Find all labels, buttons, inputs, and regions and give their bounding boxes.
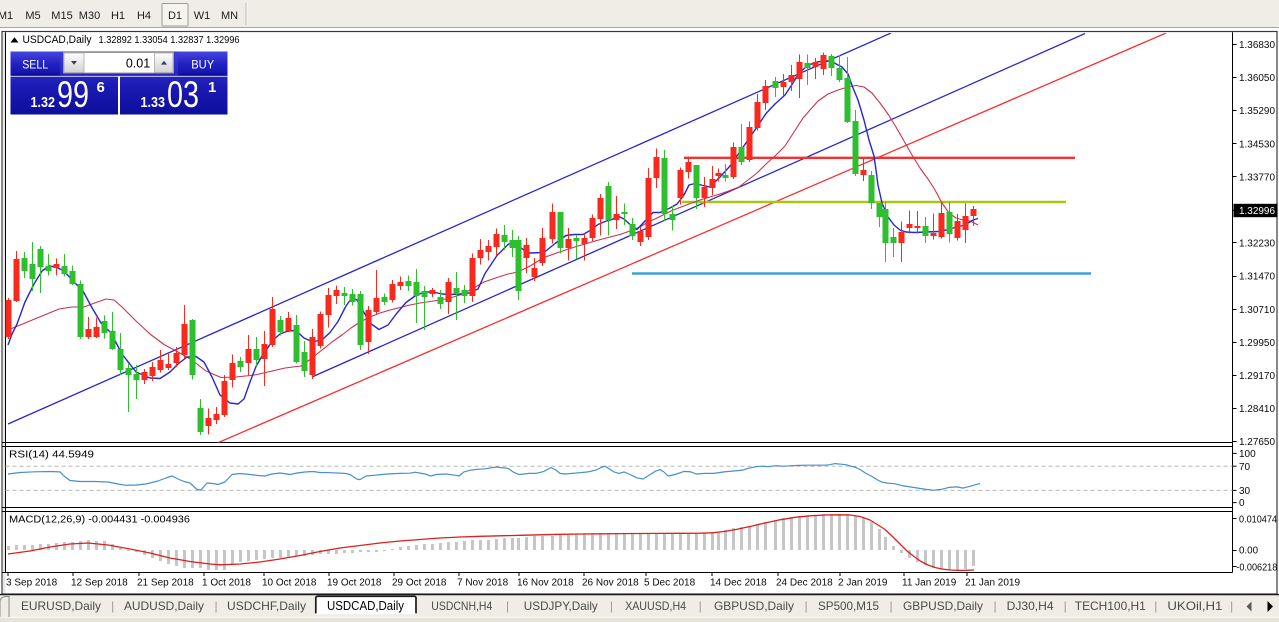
svg-text:03: 03 <box>167 74 199 115</box>
svg-text:2 Jan 2019: 2 Jan 2019 <box>838 578 888 589</box>
svg-text:USDCAD,Daily: USDCAD,Daily <box>327 598 404 613</box>
svg-text:5 Dec 2018: 5 Dec 2018 <box>644 578 696 589</box>
svg-text:SP500,M15: SP500,M15 <box>818 599 879 613</box>
svg-text:W1: W1 <box>194 10 211 22</box>
svg-text:0.010474: 0.010474 <box>1239 514 1277 525</box>
svg-text:MACD(12,26,9) -0.004431 -0.004: MACD(12,26,9) -0.004431 -0.004936 <box>9 514 190 526</box>
svg-text:AUDUSD,Daily: AUDUSD,Daily <box>124 599 204 613</box>
svg-text:XAUUSD,H4: XAUUSD,H4 <box>625 599 686 613</box>
svg-text:7 Nov 2018: 7 Nov 2018 <box>457 578 509 589</box>
svg-text:RSI(14) 44.5949: RSI(14) 44.5949 <box>9 449 94 461</box>
svg-text:10 Oct 2018: 10 Oct 2018 <box>262 578 317 589</box>
svg-text:3 Sep 2018: 3 Sep 2018 <box>6 578 58 589</box>
svg-text:SELL: SELL <box>22 59 49 71</box>
svg-text:0.01: 0.01 <box>126 56 150 70</box>
svg-text:100: 100 <box>1239 449 1256 460</box>
svg-text:1.32230: 1.32230 <box>1239 239 1275 250</box>
svg-text:|: | <box>699 599 702 613</box>
svg-text:|: | <box>1064 599 1067 613</box>
svg-text:M1: M1 <box>0 10 13 22</box>
svg-text:1.32996: 1.32996 <box>1239 206 1275 217</box>
svg-text:11 Jan 2019: 11 Jan 2019 <box>902 578 957 589</box>
svg-text:1.31470: 1.31470 <box>1239 272 1275 283</box>
svg-text:1.36830: 1.36830 <box>1239 40 1275 51</box>
svg-text:1.32892 1.33054 1.32837 1.3299: 1.32892 1.33054 1.32837 1.32996 <box>99 34 240 46</box>
svg-text:|: | <box>506 599 509 613</box>
svg-text:USDCHF,Daily: USDCHF,Daily <box>227 599 306 613</box>
svg-text:H4: H4 <box>137 10 151 22</box>
svg-text:BUY: BUY <box>191 59 214 71</box>
svg-text:70: 70 <box>1239 462 1251 473</box>
svg-text:|: | <box>1230 599 1233 613</box>
svg-text:1 Oct 2018: 1 Oct 2018 <box>202 578 251 589</box>
svg-text:30: 30 <box>1239 486 1251 497</box>
svg-text:1.29170: 1.29170 <box>1239 371 1275 382</box>
svg-text:16 Nov 2018: 16 Nov 2018 <box>517 578 574 589</box>
svg-text:M15: M15 <box>51 10 72 22</box>
svg-text:1.34530: 1.34530 <box>1239 139 1275 150</box>
svg-text:1.30710: 1.30710 <box>1239 305 1275 316</box>
svg-text:14 Dec 2018: 14 Dec 2018 <box>710 578 767 589</box>
svg-text:|: | <box>804 599 807 613</box>
svg-text:12 Sep 2018: 12 Sep 2018 <box>71 578 128 589</box>
svg-text:UKOil,H1: UKOil,H1 <box>1167 599 1222 613</box>
svg-text:1.35290: 1.35290 <box>1239 106 1275 117</box>
svg-text:|: | <box>111 599 114 613</box>
svg-text:1.28410: 1.28410 <box>1239 404 1275 415</box>
svg-text:H1: H1 <box>111 10 125 22</box>
svg-text:1: 1 <box>208 79 216 96</box>
svg-text:M30: M30 <box>79 10 100 22</box>
svg-text:|: | <box>993 599 996 613</box>
svg-text:0: 0 <box>1239 498 1245 509</box>
svg-text:24 Dec 2018: 24 Dec 2018 <box>776 578 833 589</box>
svg-text:TECH100,H1: TECH100,H1 <box>1075 599 1146 613</box>
svg-text:99: 99 <box>57 74 89 115</box>
svg-text:DJ30,H4: DJ30,H4 <box>1007 599 1054 613</box>
svg-text:USDJPY,Daily: USDJPY,Daily <box>524 599 598 613</box>
svg-text:-0.006218: -0.006218 <box>1236 563 1277 574</box>
svg-text:|: | <box>214 599 217 613</box>
svg-text:|: | <box>1154 599 1157 613</box>
svg-text:GBPUSD,Daily: GBPUSD,Daily <box>903 599 983 613</box>
svg-text:|: | <box>889 599 892 613</box>
svg-text:26 Nov 2018: 26 Nov 2018 <box>582 578 639 589</box>
svg-text:MN: MN <box>221 10 238 22</box>
svg-text:GBPUSD,Daily: GBPUSD,Daily <box>714 599 794 613</box>
svg-text:USDCAD,Daily: USDCAD,Daily <box>23 34 92 46</box>
svg-text:USDCNH,H4: USDCNH,H4 <box>431 599 492 613</box>
svg-text:1.33: 1.33 <box>141 94 166 111</box>
svg-text:21 Sep 2018: 21 Sep 2018 <box>137 578 194 589</box>
svg-text:|: | <box>610 599 613 613</box>
svg-text:1.29950: 1.29950 <box>1239 338 1275 349</box>
svg-text:0.00: 0.00 <box>1239 546 1258 557</box>
svg-text:D1: D1 <box>168 10 182 22</box>
svg-text:M5: M5 <box>25 10 40 22</box>
svg-text:6: 6 <box>97 79 105 96</box>
svg-text:1.32: 1.32 <box>31 94 56 111</box>
svg-text:19 Oct 2018: 19 Oct 2018 <box>327 578 382 589</box>
svg-text:1.27650: 1.27650 <box>1239 437 1275 448</box>
svg-text:21 Jan 2019: 21 Jan 2019 <box>965 578 1020 589</box>
svg-text:1.36050: 1.36050 <box>1239 73 1275 84</box>
svg-text:29 Oct 2018: 29 Oct 2018 <box>392 578 447 589</box>
svg-text:EURUSD,Daily: EURUSD,Daily <box>21 599 101 613</box>
svg-text:1.33770: 1.33770 <box>1239 172 1275 183</box>
